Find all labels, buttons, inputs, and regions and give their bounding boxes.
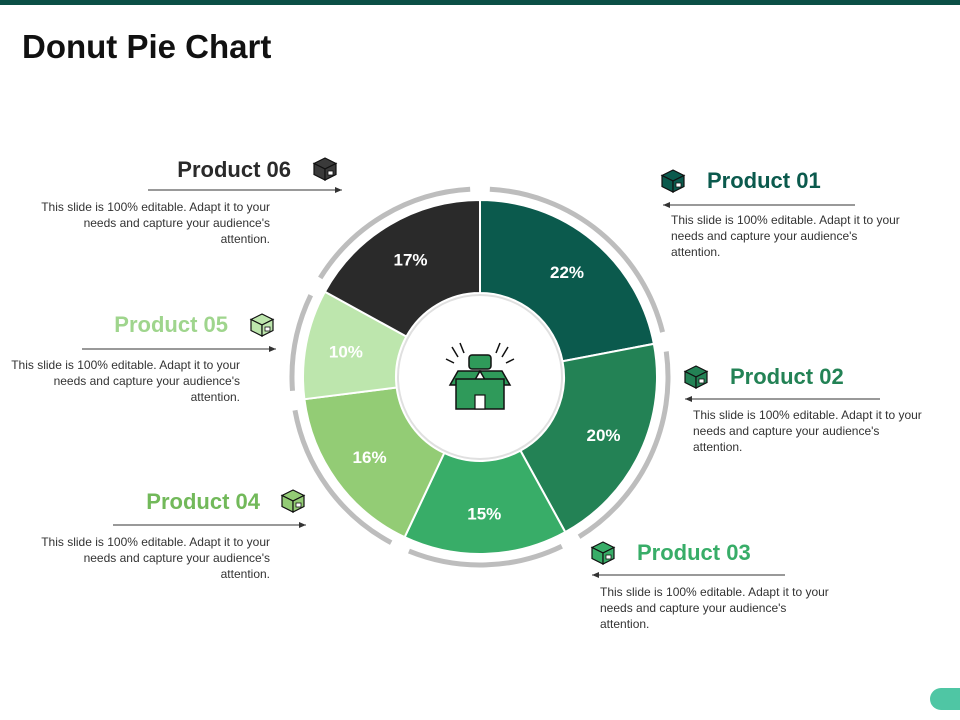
callout-arrow-head-6: [335, 187, 342, 193]
ring-segment: [318, 186, 471, 280]
top-accent-bar: [0, 0, 960, 5]
spark-ray: [505, 358, 515, 364]
product-01-description: This slide is 100% editable. Adapt it to…: [671, 213, 900, 259]
spark-ray: [501, 346, 509, 358]
cube-label: [698, 378, 705, 384]
box-body: [455, 378, 505, 410]
ring-segment: [289, 294, 313, 391]
cube-icon: [312, 157, 338, 181]
slice-1: [479, 198, 656, 363]
product-02-description: This slide is 100% editable. Adapt it to…: [693, 408, 922, 454]
slices: [302, 198, 658, 555]
ring-segment: [489, 186, 666, 333]
box-label: [474, 394, 486, 410]
spark-ray: [459, 342, 465, 354]
spark-ray: [451, 346, 459, 358]
slice-label-2: 20%: [586, 426, 620, 445]
product-03-title: Product 03: [637, 540, 751, 565]
product-02-title: Product 02: [730, 364, 844, 389]
product-icons: [249, 157, 709, 565]
cube-label: [264, 326, 271, 332]
cube-label: [675, 182, 682, 188]
callout-arrow-head-3: [592, 572, 599, 578]
cube-icon: [280, 489, 306, 513]
product-05-description: This slide is 100% editable. Adapt it to…: [11, 358, 240, 404]
center-circle: [397, 294, 563, 460]
cube-icon: [683, 365, 709, 389]
slice-label-6: 17%: [394, 251, 428, 270]
product-05-title: Product 05: [114, 312, 228, 337]
slice-label-5: 10%: [329, 342, 363, 361]
spark-ray: [445, 358, 455, 364]
slice-label-1: 22%: [550, 263, 584, 282]
slice-labels: 22% 20% 15% 16% 10% 17%: [329, 251, 621, 524]
outer-ring: [289, 186, 671, 568]
callout-arrows: [82, 187, 880, 578]
cube-icon: [249, 313, 275, 337]
open-box-icon: [445, 342, 515, 410]
callout-arrow-head-2: [685, 396, 692, 402]
spark-ray: [495, 342, 501, 354]
slice-3: [403, 449, 567, 555]
ring-segment: [292, 409, 393, 545]
product-03-description: This slide is 100% editable. Adapt it to…: [600, 585, 829, 631]
slice-4: [303, 386, 446, 539]
product-06-title: Product 06: [177, 157, 291, 182]
cube-label: [605, 554, 612, 560]
corner-decoration: [930, 688, 960, 710]
ring-segment: [408, 544, 563, 568]
product-04-description: This slide is 100% editable. Adapt it to…: [41, 535, 270, 581]
slice-label-3: 15%: [467, 504, 501, 523]
cube-label: [295, 502, 302, 508]
product-01-title: Product 01: [707, 168, 821, 193]
callout-arrow-head-1: [663, 202, 670, 208]
cube-icon: [590, 541, 616, 565]
box-item: [468, 354, 492, 370]
slice-2: [519, 342, 658, 534]
product-06-description: This slide is 100% editable. Adapt it to…: [41, 200, 270, 246]
slice-label-4: 16%: [353, 448, 387, 467]
callout-arrow-head-5: [269, 346, 276, 352]
cube-icon: [660, 169, 686, 193]
callout-arrow-head-4: [299, 522, 306, 528]
page-title: Donut Pie Chart: [22, 28, 272, 65]
center-hub: [397, 294, 563, 460]
cube-label: [327, 170, 334, 176]
slice-6: [323, 198, 481, 338]
product-04-title: Product 04: [146, 489, 260, 514]
ring-segment: [577, 351, 671, 539]
